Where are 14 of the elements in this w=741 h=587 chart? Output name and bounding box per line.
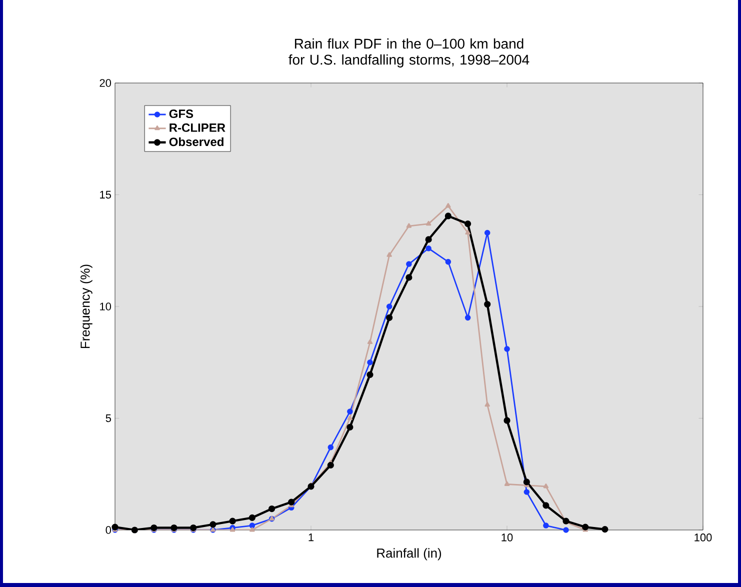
x-tick-label: 1 <box>308 534 314 542</box>
y-tick-label: 20 <box>100 79 112 87</box>
y-tick-label: 5 <box>106 414 111 422</box>
legend-label: GFS <box>169 110 194 118</box>
x-tick-label: 100 <box>694 534 712 542</box>
y-tick-label: 10 <box>100 302 112 310</box>
x-axis-title: Rainfall (in) <box>377 548 442 560</box>
x-tick-label: 10 <box>502 534 513 542</box>
y-tick-label: 0 <box>106 526 112 534</box>
y-tick-label: 15 <box>100 190 111 199</box>
legend-label: R-CLIPER <box>170 123 226 132</box>
legend-label: Observed <box>169 137 224 146</box>
chart-title: Rain flux PDF in the 0–100 km band for U.S. landfalling storms, 1998–2004 <box>288 38 530 68</box>
y-axis-title: Frequency (%) <box>80 264 92 348</box>
